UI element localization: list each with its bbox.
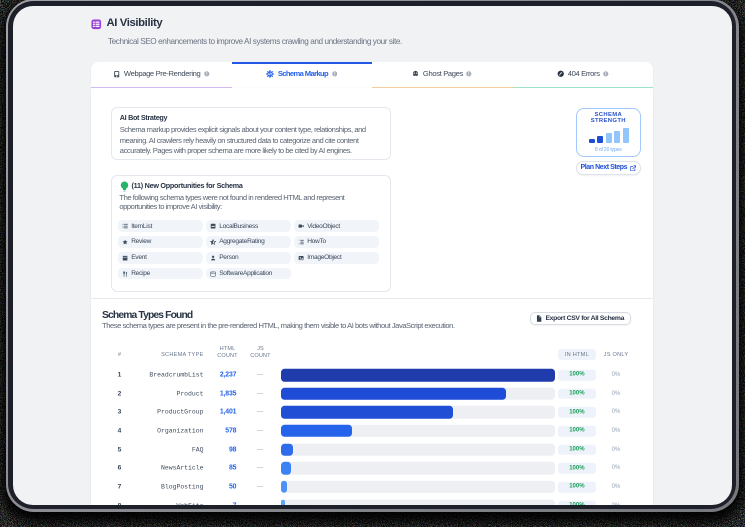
svg-text:2: 2: [299, 244, 300, 246]
svg-text:1: 1: [299, 240, 300, 242]
